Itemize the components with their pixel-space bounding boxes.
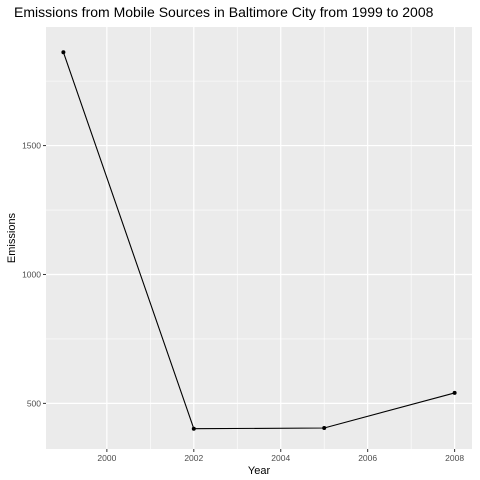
x-axis-title: Year — [248, 465, 271, 477]
x-tick-label: 2006 — [358, 453, 377, 463]
y-tick-label: 1000 — [22, 269, 41, 279]
axis-ticks: 2000 2002 2004 2006 2008 500 1000 1500 — [22, 141, 464, 463]
data-series — [61, 50, 457, 431]
x-tick-label: 2004 — [271, 453, 290, 463]
data-point — [322, 425, 327, 430]
y-axis-title: Emissions — [6, 212, 18, 263]
data-point — [191, 426, 196, 431]
chart-title: Emissions from Mobile Sources in Baltimo… — [14, 4, 434, 20]
data-point — [452, 390, 457, 395]
data-point — [61, 50, 66, 55]
series-line — [62, 52, 455, 430]
plot-panel — [46, 27, 472, 449]
y-tick-label: 500 — [27, 398, 41, 408]
y-tick-label: 1500 — [22, 141, 41, 151]
x-tick-label: 2002 — [184, 453, 203, 463]
x-tick-label: 2008 — [445, 453, 464, 463]
x-tick-label: 2000 — [97, 453, 116, 463]
grid-lines — [46, 27, 472, 449]
